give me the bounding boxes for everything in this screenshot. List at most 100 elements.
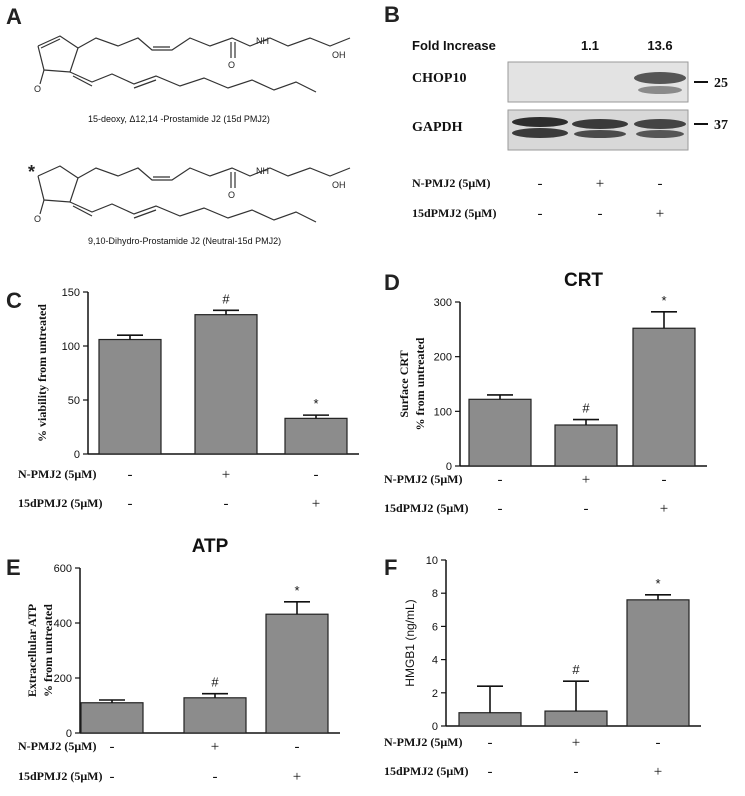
- chart-hmgb1: 0 2 4 6 8 10 HMGB1 (ng/mL) # * N-PMJ2 (5μM) - + - 15d…: [384, 555, 701, 780]
- significance-mark: *: [313, 396, 318, 411]
- y-tick-label: 4: [432, 655, 438, 667]
- treatment-sign: -: [488, 735, 493, 751]
- bar: [632, 327, 696, 467]
- y-axis-label: % viability from untreated: [35, 304, 49, 442]
- treatment-label: N-PMJ2 (5μM): [384, 472, 462, 486]
- y-tick-label: 400: [54, 618, 72, 630]
- blot-treatment-sign: -: [538, 176, 543, 192]
- y-tick-label: 10: [426, 555, 438, 567]
- band-label-chop10: CHOP10: [412, 71, 466, 86]
- y-tick-label: 200: [434, 352, 452, 364]
- treatment-sign: +: [660, 501, 668, 517]
- panel-letter-a: A: [6, 4, 22, 29]
- y-axis-label-2: % from untreated: [413, 337, 427, 430]
- blot-treatment-sign: -: [658, 176, 663, 192]
- bar: [183, 697, 247, 734]
- treatment-sign: -: [656, 735, 661, 751]
- y-tick-label: 0: [432, 721, 438, 733]
- treatment-sign: +: [654, 764, 662, 780]
- bar: [554, 424, 618, 467]
- treatment-label: 15dPMJ2 (5μM): [384, 764, 468, 778]
- treatment-label: 15dPMJ2 (5μM): [18, 496, 102, 510]
- blot-treatment-sign: -: [538, 206, 543, 222]
- chart-viability: 0 50 100 150 % viability from untreated # * N-P…: [18, 287, 359, 512]
- fold-value-lane2: 1.1: [581, 38, 599, 53]
- treatment-sign: +: [572, 735, 580, 751]
- significance-mark: #: [572, 662, 580, 677]
- treatment-sign: -: [574, 764, 579, 780]
- panel-letter-d: D: [384, 270, 400, 295]
- chart-title: ATP: [192, 536, 229, 557]
- treatment-sign: -: [128, 496, 133, 512]
- y-tick-label: 8: [432, 588, 438, 600]
- y-tick-label: 100: [62, 341, 80, 353]
- bar: [98, 338, 162, 455]
- atom-nh-2: NH: [256, 166, 269, 176]
- chart-title: CRT: [564, 270, 603, 291]
- bar: [265, 613, 329, 734]
- atom-o-1: O: [34, 84, 41, 94]
- y-tick-label: 100: [434, 406, 452, 418]
- blot-treatment-table: N-PMJ2 (5μM) - + - 15dPMJ2 (5μM) - - +: [412, 176, 664, 222]
- fold-increase-label: Fold Increase: [412, 38, 496, 53]
- y-tick-label: 150: [62, 287, 80, 299]
- y-tick-label: 0: [66, 728, 72, 740]
- panel-letter-e: E: [6, 555, 21, 580]
- panel-letter-c: C: [6, 288, 22, 313]
- chart-atp: ATP 0 200 400 600 Extracellular ATP% from unt…: [18, 536, 340, 785]
- y-axis-label: Surface CRT: [397, 350, 411, 417]
- atom-oh-1: OH: [332, 50, 346, 60]
- panel-letter-b: B: [384, 2, 400, 27]
- y-tick-label: 0: [74, 449, 80, 461]
- treatment-sign: -: [488, 764, 493, 780]
- treatment-label: 15dPMJ2 (5μM): [18, 769, 102, 783]
- atom-o-2: O: [228, 60, 235, 70]
- y-axis-label: Extracellular ATP: [25, 604, 39, 697]
- bar: [544, 710, 608, 727]
- treatment-sign: -: [584, 501, 589, 517]
- significance-mark: *: [661, 293, 666, 308]
- treatment-sign: +: [211, 739, 219, 755]
- structure2-caption: 9,10-Dihydro-Prostamide J2 (Neutral-15d …: [88, 236, 281, 246]
- treatment-sign: -: [128, 467, 133, 483]
- blot-gapdh: [507, 109, 689, 151]
- blot-chop10: [507, 61, 689, 103]
- chart-crt: CRT 0 100 200 300 Surface CRT% from untreated…: [384, 270, 707, 517]
- significance-mark: *: [294, 583, 299, 598]
- treatment-sign: -: [314, 467, 319, 483]
- treatment-sign: +: [582, 472, 590, 488]
- treatment-sign: +: [222, 467, 230, 483]
- blot-treatment-sign: +: [596, 176, 604, 192]
- y-axis-label-2: % from untreated: [41, 604, 55, 697]
- band-label-gapdh: GAPDH: [412, 120, 463, 135]
- y-tick-label: 200: [54, 673, 72, 685]
- treatment-sign: -: [224, 496, 229, 512]
- y-tick-label: 0: [446, 461, 452, 473]
- significance-mark: *: [655, 576, 660, 591]
- treatment-label: N-PMJ2 (5μM): [18, 467, 96, 481]
- treatment-sign: +: [293, 769, 301, 785]
- y-tick-label: 300: [434, 297, 452, 309]
- significance-mark: #: [222, 291, 230, 306]
- blot-treatment-label: N-PMJ2 (5μM): [412, 176, 490, 190]
- bar: [468, 398, 532, 467]
- atom-o-3: O: [34, 214, 41, 224]
- significance-mark: #: [582, 401, 590, 416]
- mw-marker-37: 37: [714, 118, 728, 133]
- treatment-sign: -: [213, 769, 218, 785]
- blot-treatment-sign: +: [656, 206, 664, 222]
- significance-mark: #: [211, 675, 219, 690]
- treatment-label: N-PMJ2 (5μM): [18, 739, 96, 753]
- bar: [80, 702, 144, 734]
- atom-nh-1: NH: [256, 36, 269, 46]
- blot-treatment-sign: -: [598, 206, 603, 222]
- blot-treatment-label: 15dPMJ2 (5μM): [412, 206, 496, 220]
- atom-oh-2: OH: [332, 180, 346, 190]
- fold-value-lane3: 13.6: [647, 38, 672, 53]
- atom-o-4: O: [228, 190, 235, 200]
- structure-neutral-15d-pmj2: [37, 165, 351, 223]
- y-tick-label: 2: [432, 688, 438, 700]
- structure-15d-pmj2: [37, 35, 351, 93]
- treatment-sign: +: [312, 496, 320, 512]
